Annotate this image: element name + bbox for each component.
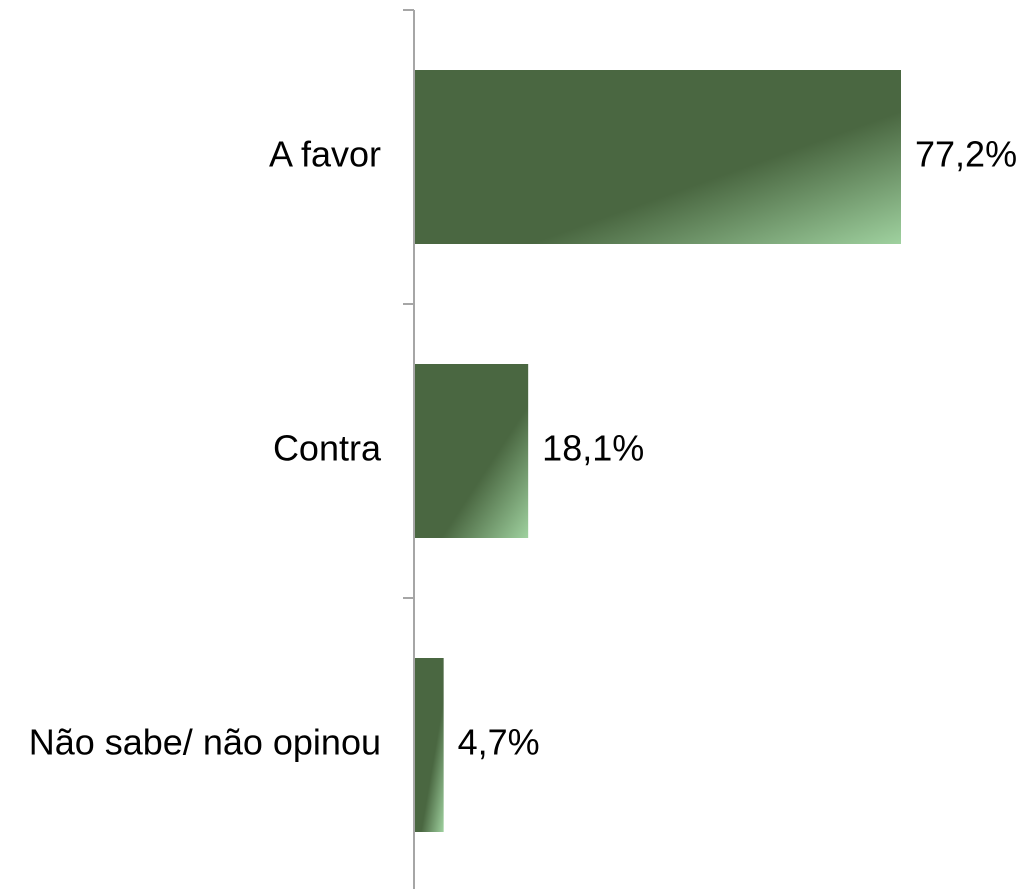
labels-layer: A favor 77,2% Contra 18,1% Não sabe/ não opi…: [29, 134, 1017, 763]
value-label: 77,2%: [915, 134, 1017, 175]
bar: [414, 658, 444, 832]
bar: [414, 70, 901, 244]
bars-layer: [414, 70, 901, 832]
category-label: A favor: [269, 134, 381, 175]
category-label: Não sabe/ não opinou: [29, 722, 381, 763]
category-axis: [403, 9, 415, 889]
category-label: Contra: [273, 428, 382, 469]
value-label: 18,1%: [542, 428, 644, 469]
value-label: 4,7%: [458, 722, 540, 763]
bar: [414, 364, 529, 538]
